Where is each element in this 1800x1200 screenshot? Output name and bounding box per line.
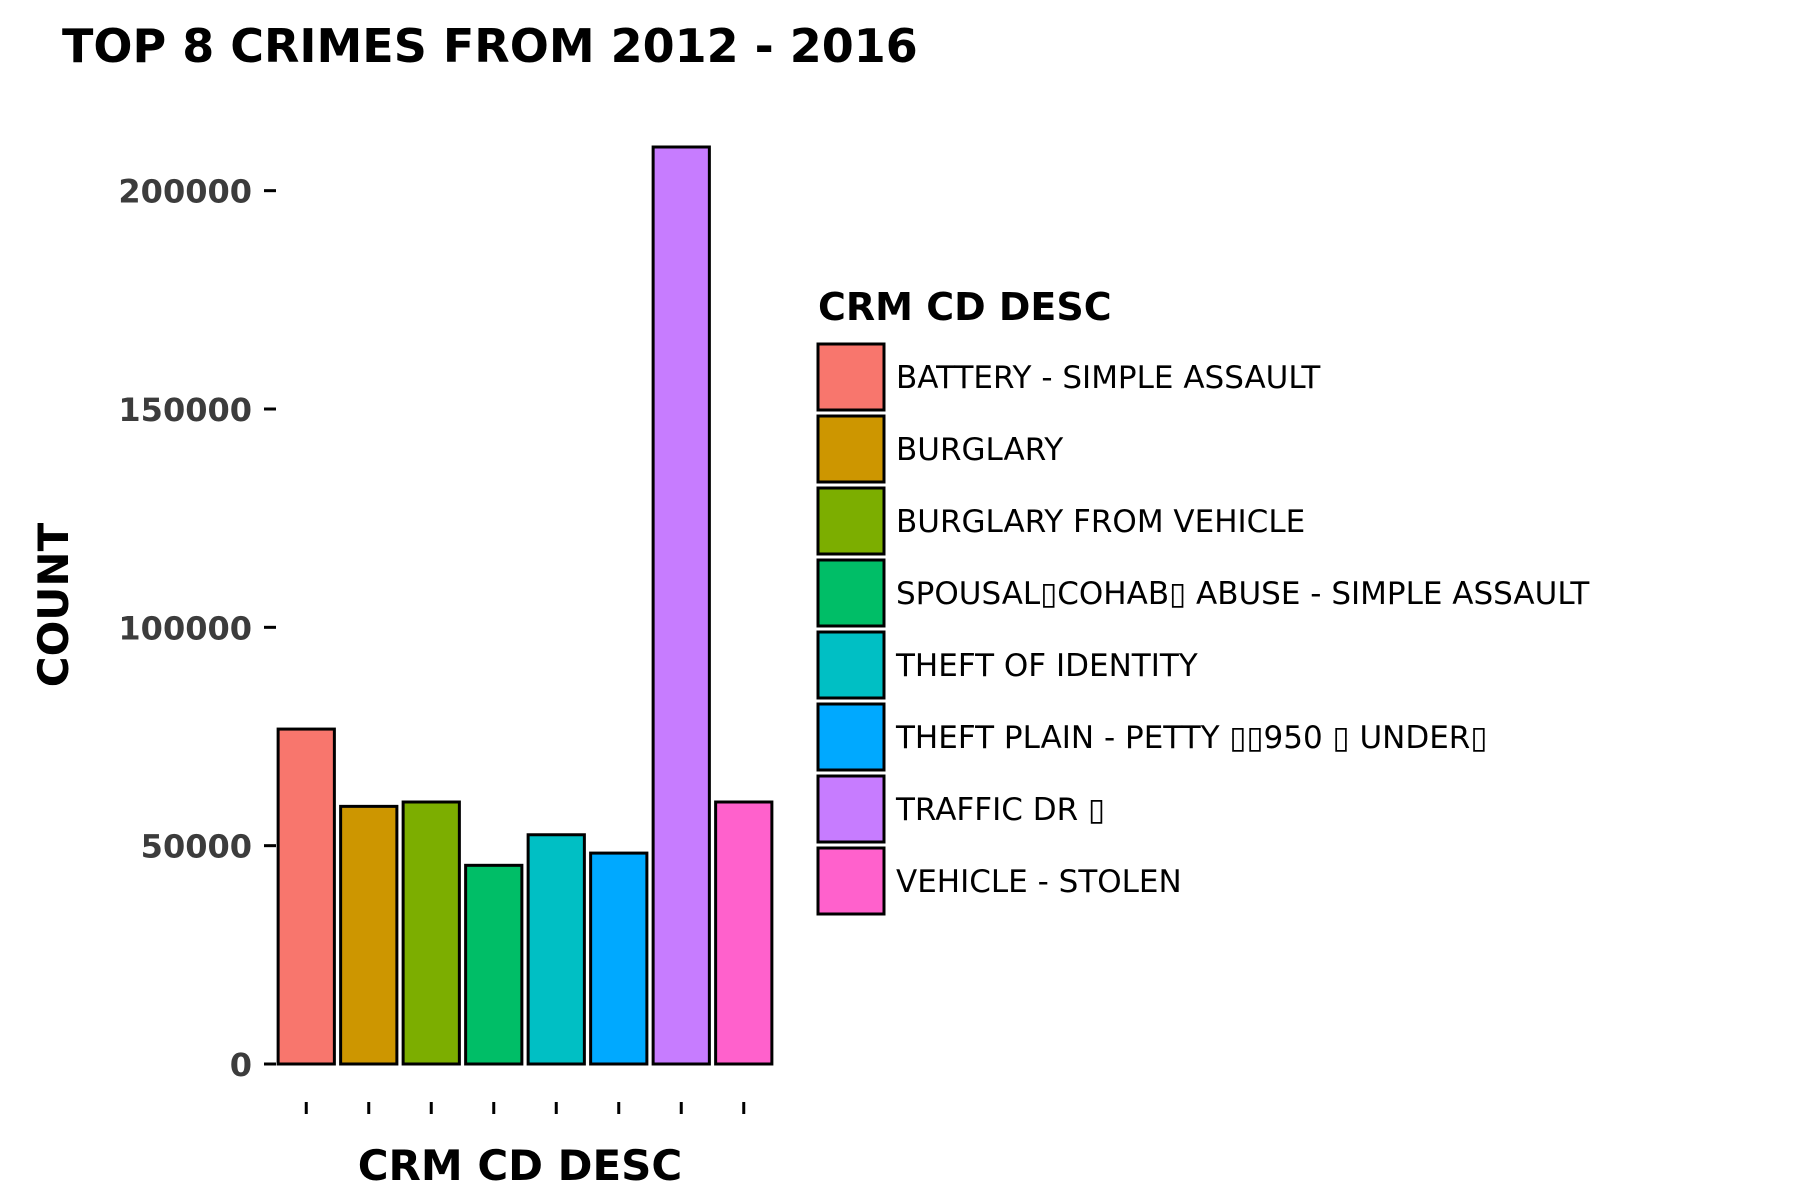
bar xyxy=(401,800,461,1066)
legend-key xyxy=(816,486,886,556)
legend: CRM CD DESC BATTERY - SIMPLE ASSAULT BURG… xyxy=(816,285,1590,916)
x-axis-title: CRM CD DESC xyxy=(358,1141,683,1190)
y-axis: 0 50000 100000 150000 200000 xyxy=(118,173,276,1084)
legend-key xyxy=(816,342,886,412)
x-axis xyxy=(304,1102,746,1114)
bar xyxy=(464,863,524,1066)
y-axis-title: COUNT xyxy=(29,522,78,687)
bars xyxy=(276,145,774,1066)
legend-key xyxy=(816,846,886,916)
legend-key xyxy=(816,558,886,628)
bar xyxy=(276,727,336,1066)
y-tick-label: 50000 xyxy=(141,828,252,866)
bar xyxy=(526,833,586,1066)
legend-label: THEFT OF IDENTITY xyxy=(895,648,1198,684)
legend-title: CRM CD DESC xyxy=(818,285,1112,329)
legend-key xyxy=(816,630,886,700)
legend-key xyxy=(816,702,886,772)
chart-title: TOP 8 CRIMES FROM 2012 - 2016 xyxy=(62,19,918,73)
y-tick-label: 150000 xyxy=(118,391,252,429)
legend-label: VEHICLE - STOLEN xyxy=(896,864,1182,900)
legend-key xyxy=(816,414,886,484)
bar xyxy=(339,804,399,1066)
bar xyxy=(714,800,774,1066)
y-tick-label: 200000 xyxy=(118,173,252,211)
bar xyxy=(589,851,649,1066)
y-tick-label: 100000 xyxy=(118,609,252,647)
bar xyxy=(651,145,711,1066)
legend-key xyxy=(816,774,886,844)
legend-label: BURGLARY FROM VEHICLE xyxy=(896,504,1305,540)
y-tick-label: 0 xyxy=(230,1046,252,1084)
legend-label: BATTERY - SIMPLE ASSAULT xyxy=(896,360,1321,396)
legend-label: BURGLARY xyxy=(896,432,1063,468)
legend-label: SPOUSAL▯COHAB▯ ABUSE - SIMPLE ASSAULT xyxy=(896,576,1590,612)
legend-label: THEFT PLAIN - PETTY ▯▯950 ▯ UNDER▯ xyxy=(895,720,1487,756)
legend-label: TRAFFIC DR ▯ xyxy=(895,792,1105,828)
